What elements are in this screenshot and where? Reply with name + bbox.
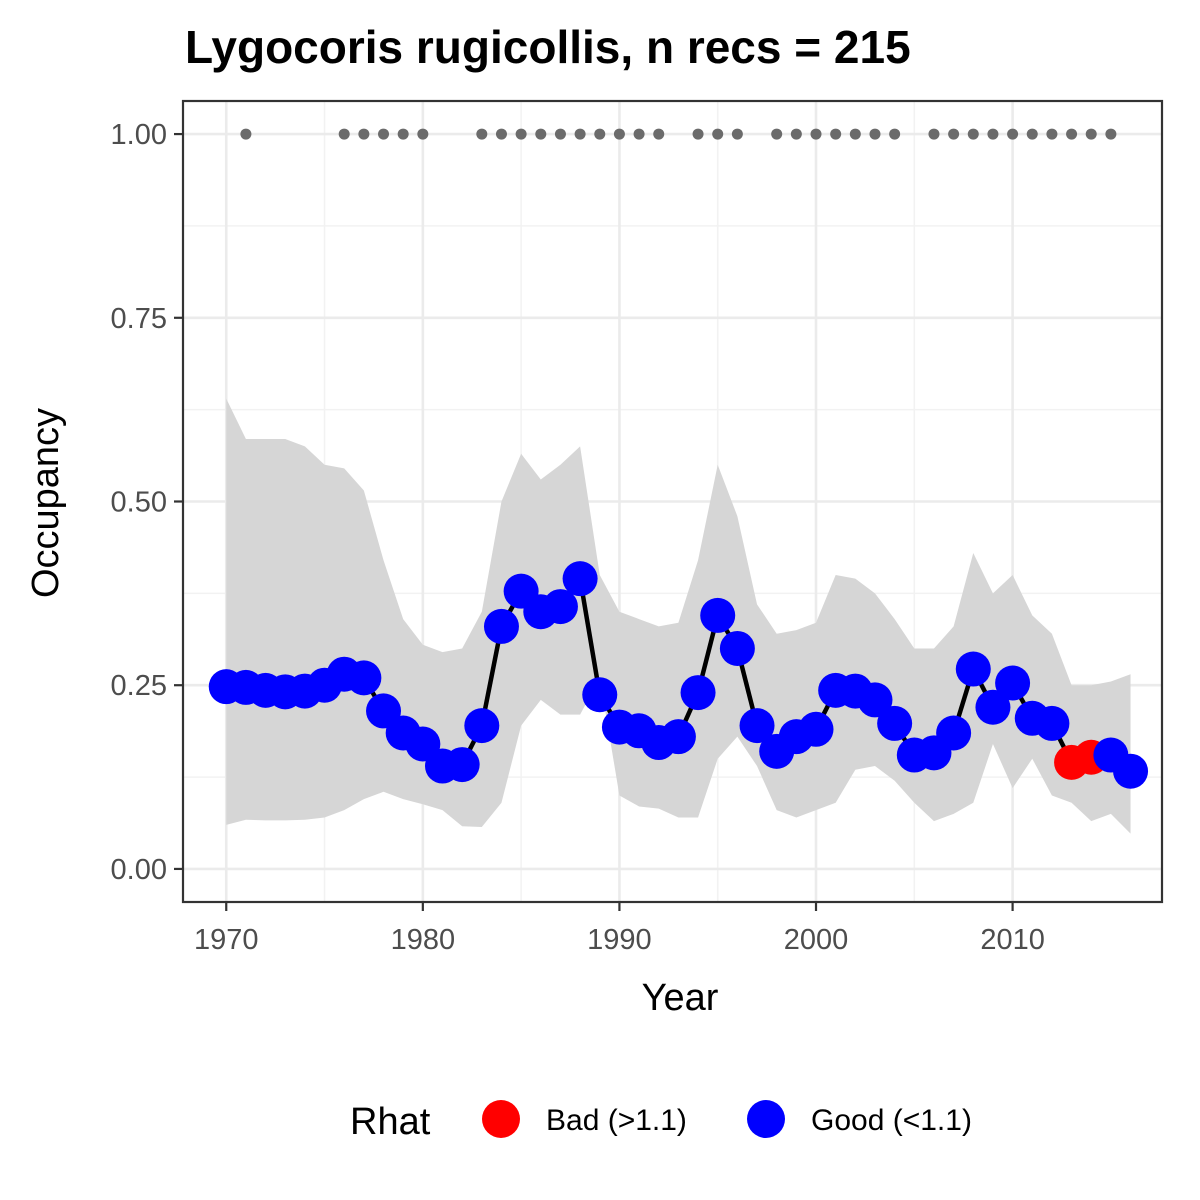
record-point (338, 128, 350, 140)
record-points (240, 128, 1117, 140)
record-point (554, 128, 566, 140)
occupancy-points (208, 561, 1149, 789)
record-point (358, 128, 370, 140)
record-point (515, 128, 527, 140)
data-point-good (739, 708, 775, 744)
record-point (1105, 128, 1117, 140)
data-point-good (660, 719, 696, 755)
y-tick-label: 0.25 (111, 670, 167, 702)
data-point-good (542, 589, 578, 625)
legend-label-good: Good (<1.1) (811, 1104, 972, 1137)
x-tick-label: 1970 (194, 924, 259, 956)
y-tick-label: 0.00 (111, 854, 167, 886)
record-point (613, 128, 625, 140)
x-axis-title: Year (642, 977, 719, 1019)
data-point-good (464, 708, 500, 744)
record-point (535, 128, 547, 140)
data-point-good (719, 630, 755, 666)
record-point (869, 128, 881, 140)
record-point (633, 128, 645, 140)
data-point-good (680, 675, 716, 711)
record-point (849, 128, 861, 140)
record-point (692, 128, 704, 140)
data-point-good (444, 747, 480, 783)
x-axis: 1970 1980 1990 2000 2010 (194, 902, 1045, 956)
record-point (653, 128, 665, 140)
y-tick-label: 0.50 (111, 487, 167, 519)
record-point (889, 128, 901, 140)
record-point (830, 128, 842, 140)
chart-title: Lygocoris rugicollis, n recs = 215 (185, 21, 911, 73)
record-point (417, 128, 429, 140)
record-point (987, 128, 999, 140)
legend-key-good (747, 1100, 785, 1138)
record-point (1066, 128, 1078, 140)
x-tick-label: 1990 (587, 924, 652, 956)
record-point (712, 128, 724, 140)
y-tick-label: 0.75 (111, 303, 167, 335)
plot-panel (181, 99, 1164, 904)
record-point (1085, 128, 1097, 140)
x-tick-label: 2000 (784, 924, 849, 956)
legend-key-bad (482, 1100, 520, 1138)
record-point (495, 128, 507, 140)
data-point-good (562, 561, 598, 597)
record-point (397, 128, 409, 140)
record-point (476, 128, 488, 140)
record-point (378, 128, 390, 140)
data-point-good (483, 608, 519, 644)
record-point (594, 128, 606, 140)
legend-label-bad: Bad (>1.1) (546, 1104, 687, 1137)
data-point-good (877, 705, 913, 741)
data-point-good (1034, 705, 1070, 741)
data-point-good (995, 665, 1031, 701)
record-point (1046, 128, 1058, 140)
record-point (1026, 128, 1038, 140)
data-point-good (936, 715, 972, 751)
line-segment (577, 578, 602, 696)
record-point (1007, 128, 1019, 140)
record-point (790, 128, 802, 140)
record-point (928, 128, 940, 140)
data-point-good (1113, 753, 1149, 789)
data-point-good (975, 689, 1011, 725)
legend: Rhat Bad (>1.1) Good (<1.1) (350, 1100, 972, 1143)
x-tick-label: 2010 (980, 924, 1045, 956)
record-point (771, 128, 783, 140)
legend-title: Rhat (350, 1101, 431, 1143)
record-point (240, 128, 252, 140)
data-point-good (582, 677, 618, 713)
y-tick-label: 1.00 (111, 119, 167, 151)
record-point (948, 128, 960, 140)
data-point-good (857, 682, 893, 718)
data-point-good (700, 597, 736, 633)
record-point (967, 128, 979, 140)
y-axis: 0.00 0.25 0.50 0.75 1.00 (111, 119, 183, 886)
data-point-good (798, 711, 834, 747)
y-axis-title: Occupancy (25, 408, 67, 598)
data-point-good (346, 660, 382, 696)
data-point-good (955, 651, 991, 687)
x-tick-label: 1980 (391, 924, 456, 956)
record-point (574, 128, 586, 140)
record-point (810, 128, 822, 140)
record-point (731, 128, 743, 140)
